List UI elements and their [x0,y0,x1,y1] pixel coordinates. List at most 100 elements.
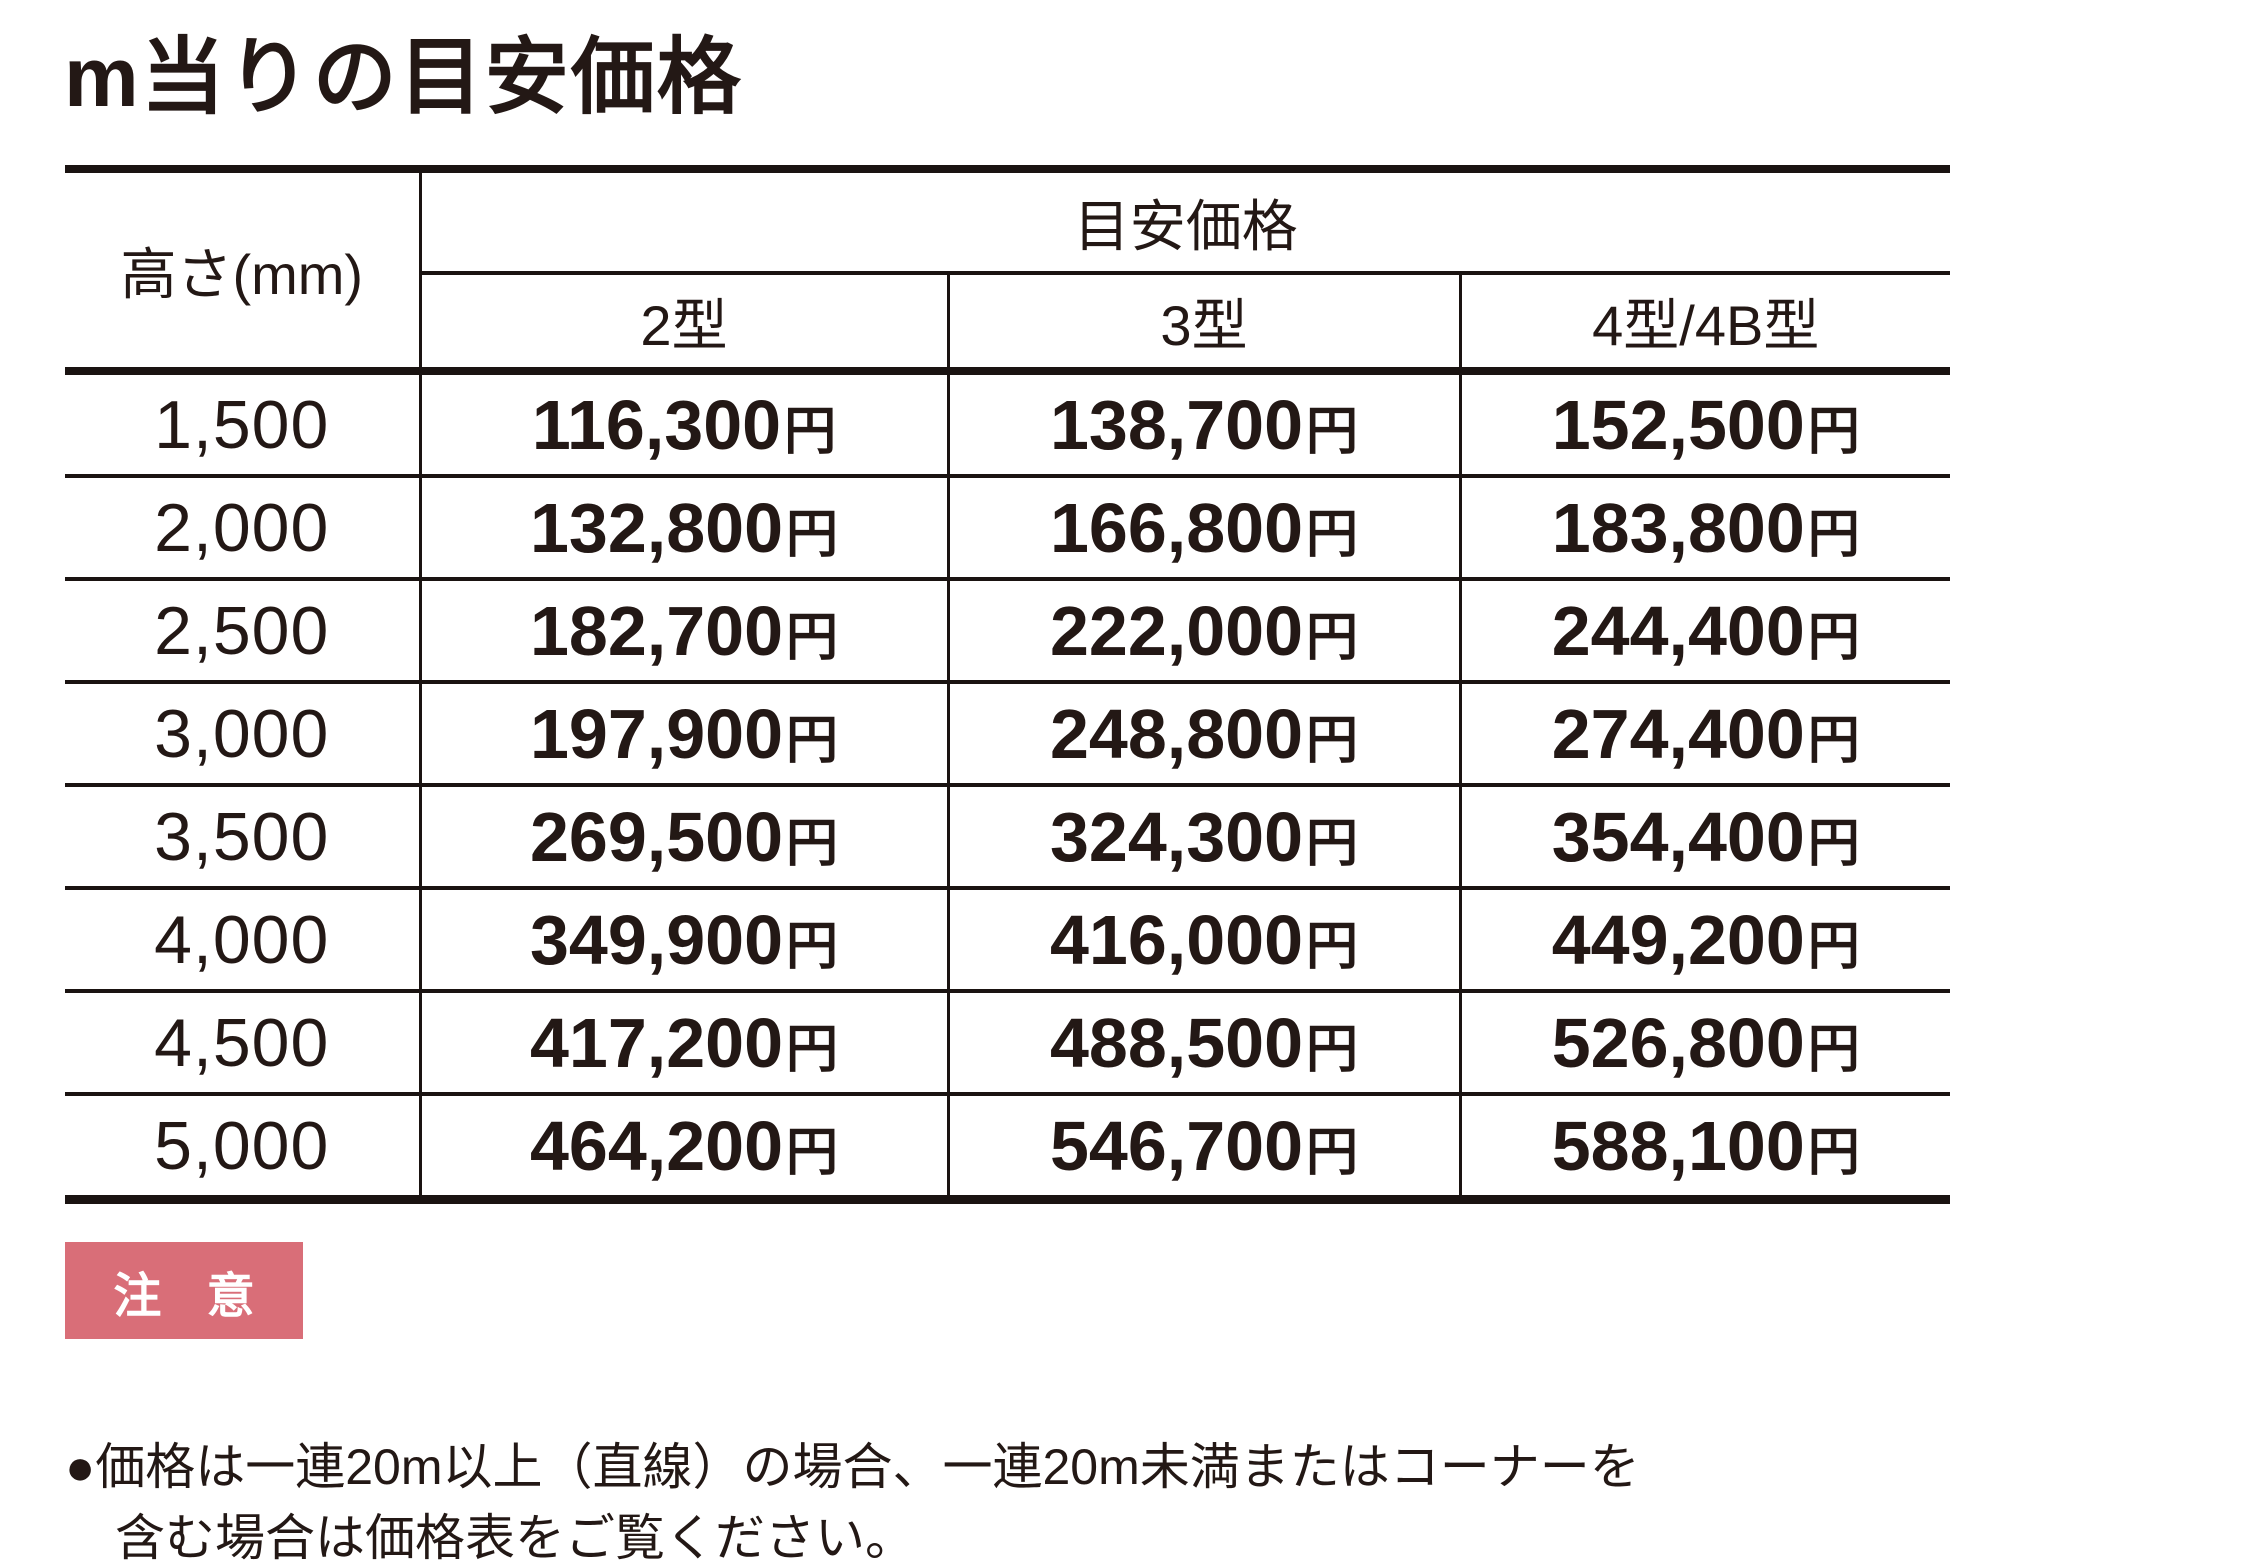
price-value: 132,800 [529,488,784,567]
price-cell: 248,800円 [946,680,1460,785]
price-cell: 138,700円 [946,369,1460,476]
price-cell: 449,200円 [1458,886,1951,991]
price-value: 269,500 [529,797,784,876]
price-value: 183,800 [1551,488,1805,567]
price-value: 416,000 [1049,900,1304,979]
yen-unit: 円 [786,1020,839,1079]
price-cell: 464,200円 [418,1092,948,1200]
yen-unit: 円 [1306,402,1359,461]
yen-unit: 円 [1807,1123,1860,1182]
height-cell: 2,500 [65,577,420,682]
type-header-4-4b: 4型/4B型 [1458,273,1951,375]
yen-unit: 円 [1306,917,1359,976]
price-cell: 354,400円 [1458,783,1951,888]
price-cell: 588,100円 [1458,1092,1951,1200]
type-header-2: 2型 [420,273,948,375]
yen-unit: 円 [1807,505,1860,564]
price-cell: 197,900円 [418,680,948,785]
notice-badge: 注 意 [65,1242,303,1339]
yen-unit: 円 [1807,402,1860,461]
yen-unit: 円 [786,814,839,873]
price-value: 248,800 [1049,694,1304,773]
price-value: 116,300 [531,385,782,464]
yen-unit: 円 [786,608,839,667]
height-cell: 3,000 [65,680,420,785]
yen-unit: 円 [786,505,839,564]
price-value: 354,400 [1551,797,1805,876]
yen-unit: 円 [1807,1020,1860,1079]
notice-line-2: 含む場合は価格表をご覧ください。 [115,1510,915,1566]
price-value: 349,900 [529,900,784,979]
price-cell: 269,500円 [418,783,948,888]
table-row: 4,000 349,900円 416,000円 449,200円 [65,886,1951,991]
price-cell: 222,000円 [946,577,1460,682]
price-value: 449,200 [1551,900,1805,979]
height-cell: 4,000 [65,886,420,991]
yen-unit: 円 [1306,505,1359,564]
price-cell: 546,700円 [946,1092,1460,1200]
notice-line-1: ●価格は一連20m以上（直線）の場合、一連20m未満またはコーナーを [65,1439,1640,1495]
table-row: 2,000 132,800円 166,800円 183,800円 [65,474,1951,579]
page-title: m当りの目安価格 [64,30,743,124]
table-row: 2,500 182,700円 222,000円 244,400円 [65,577,1951,682]
price-value: 274,400 [1551,694,1805,773]
price-value: 197,900 [529,694,784,773]
price-value: 324,300 [1049,797,1304,876]
yen-unit: 円 [1807,711,1860,770]
yen-unit: 円 [1306,814,1359,873]
table-row: 5,000 464,200円 546,700円 588,100円 [65,1092,1951,1200]
price-cell: 132,800円 [418,474,948,579]
price-cell: 324,300円 [946,783,1460,888]
price-cell: 416,000円 [946,886,1460,991]
price-value: 138,700 [1049,385,1304,464]
price-value: 152,500 [1551,385,1805,464]
price-cell: 526,800円 [1458,989,1951,1094]
price-cell: 488,500円 [946,989,1460,1094]
yen-unit: 円 [1306,1020,1359,1079]
price-cell: 244,400円 [1458,577,1951,682]
bullet-icon: ● [65,1439,96,1495]
yen-unit: 円 [786,711,839,770]
price-value: 588,100 [1551,1106,1805,1185]
price-value: 222,000 [1049,591,1304,670]
yen-unit: 円 [786,917,839,976]
price-value: 464,200 [529,1106,784,1185]
height-cell: 4,500 [65,989,420,1094]
price-value: 488,500 [1049,1003,1304,1082]
header-row-types: 2型 3型 4型/4B型 [65,273,1951,375]
yen-unit: 円 [1807,608,1860,667]
price-cell: 274,400円 [1458,680,1951,785]
price-cell: 166,800円 [946,474,1460,579]
yen-unit: 円 [1306,711,1359,770]
table-row: 1,500 116,300円 138,700円 152,500円 [65,369,1951,476]
height-cell: 5,000 [65,1092,420,1200]
height-cell: 1,500 [65,369,420,476]
price-cell: 183,800円 [1458,474,1951,579]
price-value: 417,200 [529,1003,784,1082]
price-value: 526,800 [1551,1003,1805,1082]
height-cell: 2,000 [65,474,420,579]
yen-unit: 円 [1807,917,1860,976]
price-value: 166,800 [1049,488,1304,567]
price-table: 高さ(mm) 目安価格 2型 3型 4型/4B型 1,500 116,300円 … [65,165,1951,1204]
price-cell: 152,500円 [1458,369,1951,476]
price-cell: 116,300円 [418,369,948,476]
table-row: 4,500 417,200円 488,500円 526,800円 [65,989,1951,1094]
yen-unit: 円 [1306,608,1359,667]
notice-text: ●価格は一連20m以上（直線）の場合、一連20m未満またはコーナーを 含む場合は… [65,1432,1640,1566]
header-row-group: 高さ(mm) 目安価格 [65,169,1951,375]
height-cell: 3,500 [65,783,420,888]
yen-unit: 円 [786,1123,839,1182]
table-row: 3,000 197,900円 248,800円 274,400円 [65,680,1951,785]
price-group-header: 目安価格 [420,169,1951,275]
price-value: 182,700 [529,591,784,670]
height-column-header: 高さ(mm) [65,169,422,375]
yen-unit: 円 [1306,1123,1359,1182]
yen-unit: 円 [784,402,837,461]
price-cell: 417,200円 [418,989,948,1094]
table-row: 3,500 269,500円 324,300円 354,400円 [65,783,1951,888]
price-cell: 349,900円 [418,886,948,991]
yen-unit: 円 [1807,814,1860,873]
price-value: 244,400 [1551,591,1805,670]
